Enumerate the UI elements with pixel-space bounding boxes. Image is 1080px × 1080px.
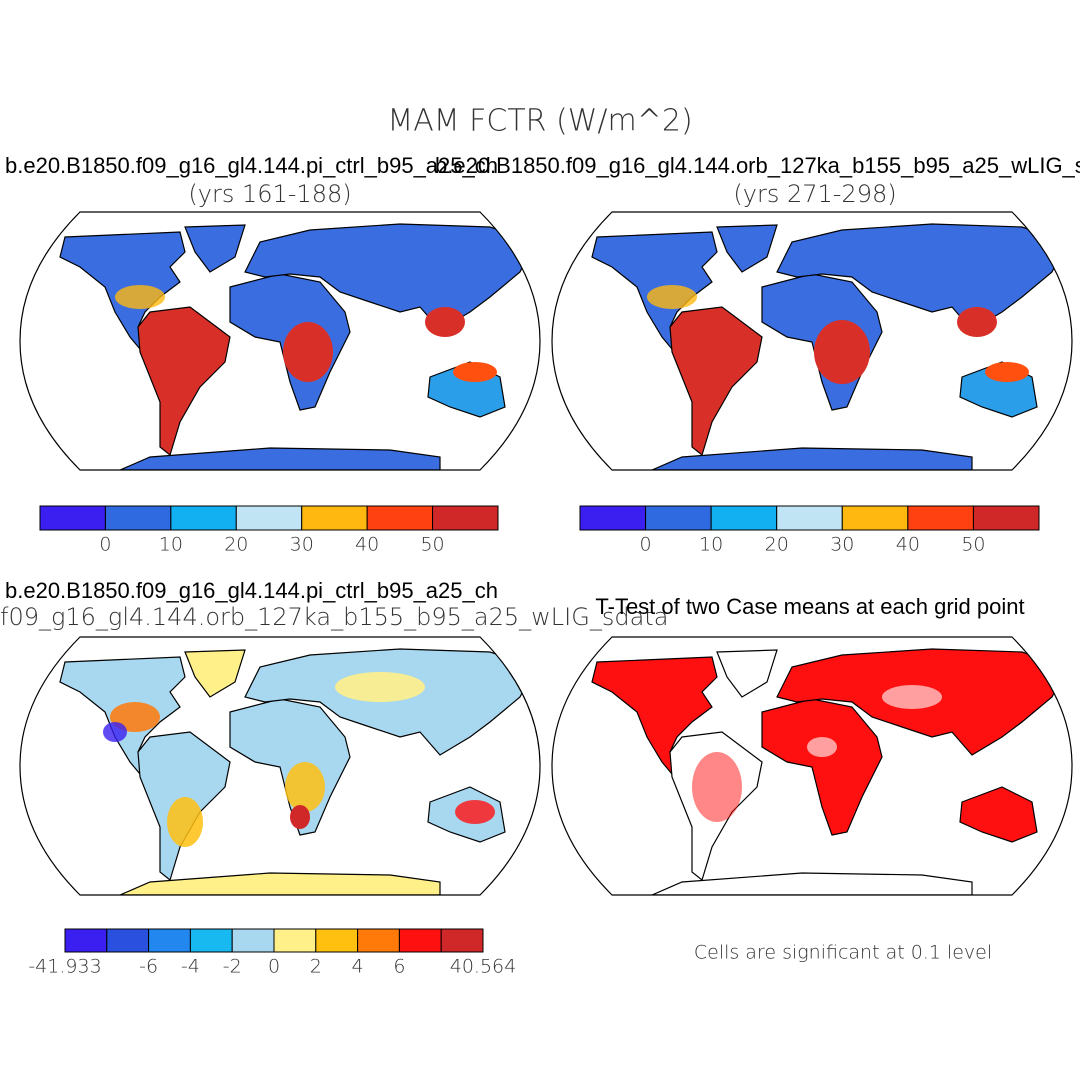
colorbar-label: 0 xyxy=(268,956,280,978)
colorbar-box xyxy=(104,505,172,531)
colorbar-box xyxy=(301,505,368,531)
colorbar-label: 6 xyxy=(393,956,405,978)
colorbar-box xyxy=(235,505,303,531)
colorbar-label: -2 xyxy=(223,956,242,978)
colorbar-label: 0 xyxy=(99,534,111,556)
colorbar-box xyxy=(579,505,647,531)
colorbar-box xyxy=(366,505,434,531)
map xyxy=(551,636,1073,896)
colorbar-box xyxy=(106,928,150,953)
colorbar-label: -41.933 xyxy=(28,956,101,978)
colorbar-label: -6 xyxy=(139,956,158,978)
colorbar-label: 20 xyxy=(765,534,789,556)
colorbar-box xyxy=(231,928,275,953)
colorbar-box xyxy=(440,928,484,953)
colorbar-label: 2 xyxy=(310,956,322,978)
colorbar-label: 40.564 xyxy=(450,956,516,978)
panel-title: b.e20.B1850.f09_g16_gl4.144.pi_ctrl_b95_… xyxy=(5,153,498,178)
panel-subtitle: f09_g16_gl4.144.orb_127ka_b155_b95_a25_w… xyxy=(0,603,668,631)
colorbar-box xyxy=(357,928,400,953)
colorbar-box xyxy=(432,505,499,531)
colorbar-label: -4 xyxy=(181,956,200,978)
colorbar-label: 10 xyxy=(699,534,723,556)
colorbar-box xyxy=(170,505,237,531)
colorbar-box xyxy=(776,505,843,531)
panel-subtitle: (yrs 271-298) xyxy=(733,180,896,208)
colorbar-box xyxy=(315,928,359,953)
colorbar-box xyxy=(64,928,108,953)
map xyxy=(551,211,1073,471)
map xyxy=(19,636,541,896)
colorbar-box xyxy=(972,505,1040,531)
colorbar-label: 50 xyxy=(420,534,444,556)
colorbar-label: 0 xyxy=(640,534,652,556)
colorbar-box xyxy=(148,928,191,953)
colorbar-box xyxy=(189,928,233,953)
colorbar-box xyxy=(907,505,974,531)
colorbar-label: 10 xyxy=(159,534,183,556)
figure-title: MAM FCTR (W/m^2) xyxy=(387,104,692,139)
colorbar-box xyxy=(39,505,106,531)
colorbar-box xyxy=(645,505,712,531)
panel-subtitle: (yrs 161-188) xyxy=(188,180,351,208)
colorbar-label: 4 xyxy=(352,956,364,978)
panel-title: b.e20.B1850.f09_g16_gl4.144.pi_ctrl_b95_… xyxy=(5,578,498,603)
colorbar-box xyxy=(710,505,778,531)
map xyxy=(19,211,541,471)
colorbar-label: 30 xyxy=(290,534,314,556)
colorbar-box xyxy=(398,928,442,953)
panel-title: T-Test of two Case means at each grid po… xyxy=(595,594,1024,619)
colorbar-label: 20 xyxy=(224,534,248,556)
panel-title: b.e20.B1850.f09_g16_gl4.144.orb_127ka_b1… xyxy=(435,153,1080,178)
colorbar-label: 50 xyxy=(961,534,985,556)
note: Cells are significant at 0.1 level xyxy=(694,942,992,964)
colorbar-box xyxy=(273,928,317,953)
colorbar-label: 40 xyxy=(355,534,379,556)
colorbar-box xyxy=(841,505,909,531)
colorbar-label: 30 xyxy=(830,534,854,556)
colorbar-label: 40 xyxy=(896,534,920,556)
